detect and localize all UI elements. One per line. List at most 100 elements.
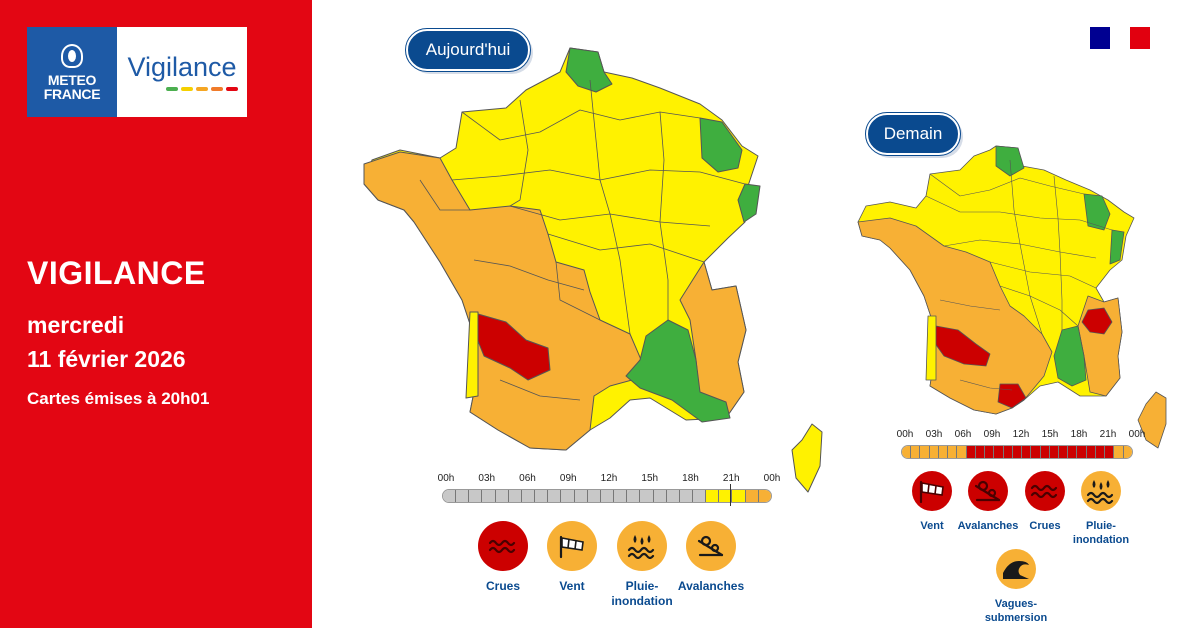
timeline-segment-yellow bbox=[719, 490, 733, 502]
today-timeline-bar[interactable] bbox=[442, 489, 772, 503]
timeline-segment-grey bbox=[456, 490, 470, 502]
avalanche-icon[interactable] bbox=[686, 521, 736, 571]
today-france-map[interactable] bbox=[363, 47, 823, 493]
vigilance-bar-0 bbox=[166, 87, 178, 91]
timeline-segment-red bbox=[1086, 446, 1096, 458]
meteo-france-emblem-icon bbox=[61, 43, 83, 68]
timeline-segment-yellow bbox=[732, 490, 746, 502]
timeline-tick-label: 12h bbox=[1012, 429, 1030, 440]
timeline-segment-red bbox=[1040, 446, 1050, 458]
tomorrow-region-red-alps bbox=[1081, 307, 1113, 335]
timeline-segment-grey bbox=[482, 490, 496, 502]
tomorrow-corsica bbox=[1137, 391, 1167, 449]
tomorrow-timeline-bar[interactable] bbox=[901, 445, 1133, 459]
vigilance-bar-4 bbox=[226, 87, 238, 91]
timeline-segment-grey bbox=[614, 490, 628, 502]
timeline-segment-orange bbox=[920, 446, 930, 458]
timeline-segment-grey bbox=[443, 490, 457, 502]
timeline-segment-orange bbox=[902, 446, 912, 458]
flood-icon[interactable] bbox=[478, 521, 528, 571]
timeline-segment-grey bbox=[469, 490, 483, 502]
today-region-orange-southeast bbox=[679, 261, 747, 419]
timeline-segment-grey bbox=[574, 490, 588, 502]
timeline-tick-label: 03h bbox=[478, 473, 496, 484]
timeline-segment-grey bbox=[508, 490, 522, 502]
timeline-segment-grey bbox=[495, 490, 509, 502]
timeline-segment-red bbox=[1068, 446, 1078, 458]
today-region-green-southeast bbox=[625, 319, 731, 423]
flag-stripe-2 bbox=[1130, 27, 1150, 49]
hazard-label: Avalanches bbox=[957, 520, 1019, 532]
timeline-segment-red bbox=[1095, 446, 1106, 458]
timeline-segment-red bbox=[1077, 446, 1087, 458]
tomorrow-france-map[interactable] bbox=[857, 145, 1167, 449]
timeline-segment-orange bbox=[1114, 446, 1124, 458]
wave-submersion-icon[interactable] bbox=[996, 549, 1036, 589]
wind-icon[interactable] bbox=[912, 471, 952, 511]
meteo-france-logo: METEO FRANCE bbox=[27, 27, 117, 117]
timeline-segment-orange bbox=[745, 490, 759, 502]
vigilance-bar-1 bbox=[181, 87, 193, 91]
headline-day: mercredi bbox=[27, 312, 125, 338]
today-corsica bbox=[791, 423, 823, 493]
timeline-segment-orange bbox=[948, 446, 958, 458]
today-region-green-north bbox=[565, 47, 613, 93]
timeline-segment-red bbox=[1105, 446, 1115, 458]
timeline-segment-grey bbox=[666, 490, 680, 502]
timeline-tick-label: 15h bbox=[641, 473, 659, 484]
timeline-segment-red bbox=[966, 446, 976, 458]
avalanche-icon[interactable] bbox=[968, 471, 1008, 511]
wind-icon[interactable] bbox=[547, 521, 597, 571]
timeline-segment-red bbox=[1058, 446, 1069, 458]
timeline-segment-red bbox=[1049, 446, 1059, 458]
tomorrow-label-pill[interactable]: Demain bbox=[865, 112, 961, 156]
timeline-segment-grey bbox=[521, 490, 536, 502]
today-label-pill[interactable]: Aujourd'hui bbox=[405, 28, 531, 72]
today-region-green-northeast bbox=[699, 117, 743, 173]
timeline-segment-grey bbox=[535, 490, 549, 502]
today-department-borders bbox=[419, 79, 746, 401]
timeline-tick-label: 12h bbox=[600, 473, 618, 484]
timeline-segment-red bbox=[985, 446, 995, 458]
tomorrow-region-green-southeast bbox=[1053, 325, 1087, 387]
timeline-segment-grey bbox=[679, 490, 693, 502]
timeline-segment-grey bbox=[627, 490, 641, 502]
timeline-tick-label: 00h bbox=[763, 473, 781, 484]
timeline-segment-yellow bbox=[706, 490, 720, 502]
tomorrow-region-red-southwest bbox=[933, 325, 991, 367]
timeline-tick-label: 21h bbox=[1099, 429, 1117, 440]
hazard-label: Vent bbox=[920, 520, 944, 532]
timeline-tick-label: 09h bbox=[559, 473, 577, 484]
rain-flood-icon[interactable] bbox=[1081, 471, 1121, 511]
hazard-label: Avalanches bbox=[677, 579, 745, 593]
timeline-tick-label: 18h bbox=[1070, 429, 1088, 440]
left-info-panel: METEO FRANCE Vigilance VIGILANCE mercred… bbox=[0, 0, 312, 628]
timeline-tick-label: 21h bbox=[722, 473, 740, 484]
timeline-segment-grey bbox=[600, 490, 615, 502]
timeline-segment-orange bbox=[929, 446, 939, 458]
logo-line2: FRANCE bbox=[43, 85, 101, 102]
flag-stripe-1 bbox=[1110, 27, 1130, 49]
timeline-segment-red bbox=[1031, 446, 1041, 458]
timeline-segment-red bbox=[1003, 446, 1013, 458]
vigilance-product-name: Vigilance bbox=[127, 52, 237, 82]
timeline-tick-label: 00h bbox=[1128, 429, 1146, 440]
flood-icon[interactable] bbox=[1025, 471, 1065, 511]
headline-date: 11 février 2026 bbox=[27, 346, 186, 372]
logo-line1: METEO bbox=[47, 71, 97, 88]
timeline-tick-label: 06h bbox=[519, 473, 536, 484]
timeline-segment-red bbox=[975, 446, 986, 458]
timeline-segment-red bbox=[1022, 446, 1032, 458]
hazard-label: Pluie-inondation bbox=[611, 579, 673, 608]
issued-time: Cartes émises à 20h01 bbox=[27, 389, 210, 408]
today-timeline-labels: 00h 03h 06h 09h 12h 15h 18h 21h 00h bbox=[438, 473, 781, 487]
timeline-segment-orange bbox=[938, 446, 949, 458]
timeline-segment-grey bbox=[548, 490, 562, 502]
timeline-tick-label: 00h bbox=[437, 473, 455, 484]
meteo-france-vigilance-logo: METEO FRANCE Vigilance bbox=[27, 27, 247, 117]
flag-stripe-0 bbox=[1090, 27, 1110, 49]
hazard-label: Vagues-submersion bbox=[984, 598, 1048, 624]
rain-flood-icon[interactable] bbox=[617, 521, 667, 571]
timeline-segment-grey bbox=[561, 490, 575, 502]
hazard-label: Vent bbox=[559, 579, 585, 593]
